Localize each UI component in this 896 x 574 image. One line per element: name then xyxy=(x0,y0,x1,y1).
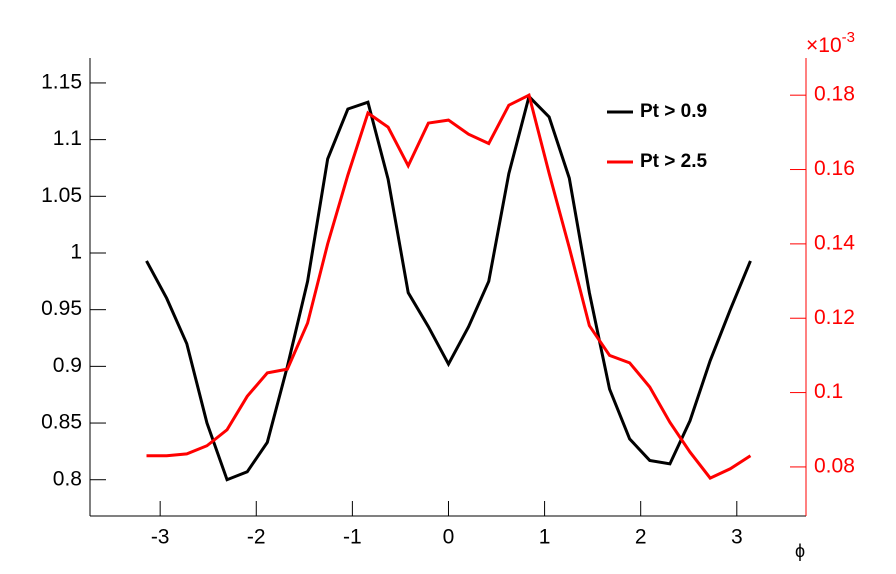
y-tick-label: 0.8 xyxy=(53,467,82,490)
y-tick-label: 0.85 xyxy=(41,411,82,434)
y2-tick-label: 0.08 xyxy=(814,454,855,477)
x-tick-label: 0 xyxy=(443,526,455,549)
legend-label: Pt > 2.5 xyxy=(640,151,707,172)
y2-tick-label: 0.16 xyxy=(814,157,855,180)
x-tick-label: -3 xyxy=(151,526,170,549)
legend-label: Pt > 0.9 xyxy=(640,101,707,122)
series-line xyxy=(145,93,752,482)
y2-multiplier: ×10-3 xyxy=(806,29,855,57)
x-tick-label: 3 xyxy=(731,526,743,549)
x-tick-label: -2 xyxy=(247,526,266,549)
y2-tick-label: 0.14 xyxy=(814,231,855,254)
y-tick-label: 0.95 xyxy=(41,297,82,320)
x-axis-label: ϕ xyxy=(795,541,805,561)
x-tick-label: 2 xyxy=(635,526,647,549)
series-line xyxy=(146,93,752,480)
y2-tick-label: 0.1 xyxy=(814,380,843,403)
y-tick-label: 1.1 xyxy=(53,127,82,150)
x-tick-label: -1 xyxy=(343,526,362,549)
x-tick-label: 1 xyxy=(539,526,551,549)
y2-tick-label: 0.18 xyxy=(814,83,855,106)
y-tick-label: 1.15 xyxy=(41,70,82,93)
y2-multiplier-exponent: -3 xyxy=(842,29,855,46)
y-tick-label: 0.9 xyxy=(53,354,82,377)
y-tick-label: 1 xyxy=(70,241,82,264)
y-tick-label: 1.05 xyxy=(41,184,82,207)
y2-multiplier-base: ×10 xyxy=(806,34,842,57)
y2-tick-label: 0.12 xyxy=(814,306,855,329)
